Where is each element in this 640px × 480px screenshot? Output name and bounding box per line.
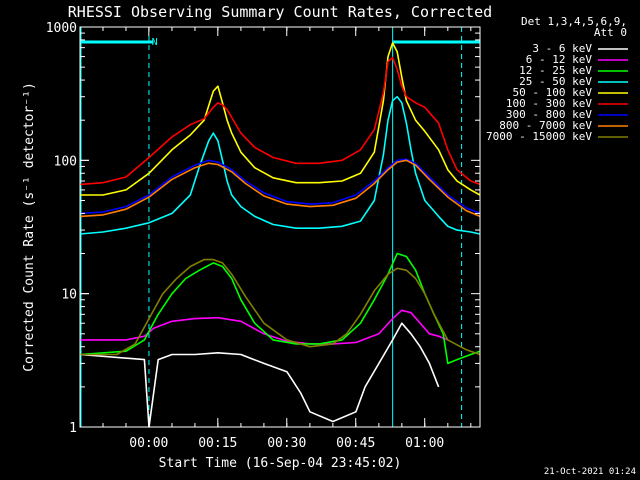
y-axis: 1 10 100 1000 [46,21,480,436]
legend-label: 7000 - 15000 keV [486,130,592,143]
legend-label: 3 - 6 keV [532,42,592,55]
x-tick-label: 00:00 [129,436,168,451]
time-markers [80,27,463,427]
y-tick-label: 100 [54,154,77,169]
y-tick-label: 10 [61,288,77,303]
x-tick-label: 01:00 [405,436,444,451]
x-tick-label: 00:15 [198,436,237,451]
x-tick-label: 00:30 [267,436,306,451]
x-axis: 00:00 00:15 00:30 00:45 01:00 [79,27,472,451]
series-line-7 [79,159,481,218]
series-line-6 [79,158,481,215]
series-line-3 [79,95,481,235]
legend-label: 12 - 25 keV [519,64,592,77]
legend-header: Det 1,3,4,5,6,9, [521,15,627,28]
legend-header: Att 0 [594,26,627,39]
x-tick-label: 00:45 [336,436,375,451]
series-line-4 [80,42,481,196]
flag-label: N [152,37,158,48]
x-axis-label: Start Time (16-Sep-04 23:45:02) [159,456,402,471]
plot-frame [79,26,481,428]
flag-bar: N [80,37,480,48]
y-axis-label: Corrected Count Rate (s⁻¹ detector⁻¹) [22,82,37,372]
y-tick-label: 1000 [46,21,77,36]
series-line-0 [79,322,440,428]
legend-label: 50 - 100 keV [513,86,593,99]
legend-label: 100 - 300 keV [506,97,592,110]
chart-title: RHESSI Observing Summary Count Rates, Co… [68,3,492,21]
series-line-5 [79,56,481,186]
y-tick-label: 1 [69,421,77,436]
series-lines [79,42,481,428]
series-line-8 [80,258,481,356]
legend-label: 300 - 800 keV [506,108,592,121]
legend-label: 6 - 12 keV [526,53,593,66]
legend-label: 25 - 50 keV [519,75,592,88]
legend-label: 800 - 7000 keV [499,119,592,132]
footer-timestamp: 21-Oct-2021 01:24 [544,467,636,477]
